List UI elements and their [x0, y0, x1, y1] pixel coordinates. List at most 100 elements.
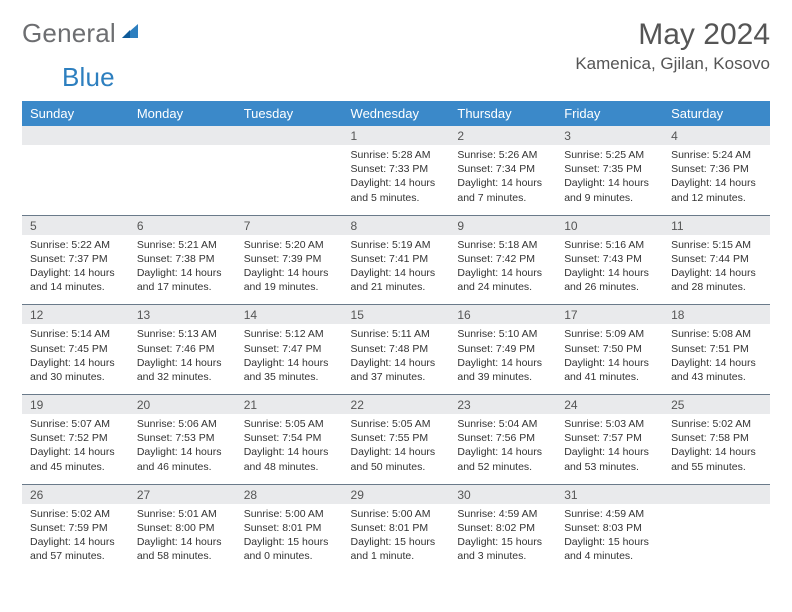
sunrise-line: Sunrise: 5:01 AM: [137, 507, 228, 521]
daylight-line: Daylight: 14 hours and 48 minutes.: [244, 445, 335, 473]
date-cell: 18: [663, 305, 770, 325]
detail-cell: Sunrise: 5:05 AMSunset: 7:54 PMDaylight:…: [236, 414, 343, 484]
sunrise-line: Sunrise: 5:02 AM: [30, 507, 121, 521]
date-row: 1234: [22, 126, 770, 145]
date-cell: 16: [449, 305, 556, 325]
sunset-line: Sunset: 7:41 PM: [351, 252, 442, 266]
detail-cell: Sunrise: 5:12 AMSunset: 7:47 PMDaylight:…: [236, 324, 343, 394]
daylight-line: Daylight: 15 hours and 3 minutes.: [457, 535, 548, 563]
sunrise-line: Sunrise: 5:16 AM: [564, 238, 655, 252]
detail-cell: [663, 504, 770, 574]
date-cell: [663, 484, 770, 504]
date-row: 567891011: [22, 215, 770, 235]
sunset-line: Sunset: 8:02 PM: [457, 521, 548, 535]
daylight-line: Daylight: 14 hours and 7 minutes.: [457, 176, 548, 204]
date-cell: 22: [343, 395, 450, 415]
daylight-line: Daylight: 14 hours and 32 minutes.: [137, 356, 228, 384]
sunset-line: Sunset: 7:59 PM: [30, 521, 121, 535]
date-cell: 28: [236, 484, 343, 504]
sunset-line: Sunset: 7:35 PM: [564, 162, 655, 176]
sunset-line: Sunset: 7:37 PM: [30, 252, 121, 266]
calendar-page: General May 2024 Kamenica, Gjilan, Kosov…: [0, 0, 792, 583]
sunset-line: Sunset: 7:48 PM: [351, 342, 442, 356]
detail-cell: Sunrise: 5:24 AMSunset: 7:36 PMDaylight:…: [663, 145, 770, 215]
sunrise-line: Sunrise: 5:21 AM: [137, 238, 228, 252]
date-cell: 3: [556, 126, 663, 145]
detail-cell: Sunrise: 5:26 AMSunset: 7:34 PMDaylight:…: [449, 145, 556, 215]
sunrise-line: Sunrise: 4:59 AM: [457, 507, 548, 521]
sunrise-line: Sunrise: 5:05 AM: [244, 417, 335, 431]
detail-cell: Sunrise: 5:21 AMSunset: 7:38 PMDaylight:…: [129, 235, 236, 305]
date-cell: 25: [663, 395, 770, 415]
dow-wed: Wednesday: [343, 101, 450, 126]
date-cell: 23: [449, 395, 556, 415]
sunset-line: Sunset: 7:46 PM: [137, 342, 228, 356]
sunrise-line: Sunrise: 5:02 AM: [671, 417, 762, 431]
date-cell: 12: [22, 305, 129, 325]
sunset-line: Sunset: 8:00 PM: [137, 521, 228, 535]
daylight-line: Daylight: 15 hours and 0 minutes.: [244, 535, 335, 563]
dow-sun: Sunday: [22, 101, 129, 126]
detail-cell: Sunrise: 5:08 AMSunset: 7:51 PMDaylight:…: [663, 324, 770, 394]
sunset-line: Sunset: 7:55 PM: [351, 431, 442, 445]
detail-cell: Sunrise: 5:03 AMSunset: 7:57 PMDaylight:…: [556, 414, 663, 484]
daylight-line: Daylight: 14 hours and 58 minutes.: [137, 535, 228, 563]
daylight-line: Daylight: 14 hours and 28 minutes.: [671, 266, 762, 294]
daylight-line: Daylight: 14 hours and 37 minutes.: [351, 356, 442, 384]
sunset-line: Sunset: 7:33 PM: [351, 162, 442, 176]
daylight-line: Daylight: 14 hours and 26 minutes.: [564, 266, 655, 294]
date-cell: 10: [556, 215, 663, 235]
daylight-line: Daylight: 14 hours and 57 minutes.: [30, 535, 121, 563]
sunrise-line: Sunrise: 4:59 AM: [564, 507, 655, 521]
sunrise-line: Sunrise: 5:25 AM: [564, 148, 655, 162]
date-cell: 2: [449, 126, 556, 145]
detail-cell: [22, 145, 129, 215]
sunset-line: Sunset: 7:57 PM: [564, 431, 655, 445]
sunset-line: Sunset: 7:56 PM: [457, 431, 548, 445]
sunset-line: Sunset: 8:01 PM: [351, 521, 442, 535]
date-cell: [236, 126, 343, 145]
sunrise-line: Sunrise: 5:07 AM: [30, 417, 121, 431]
detail-cell: [129, 145, 236, 215]
daylight-line: Daylight: 14 hours and 30 minutes.: [30, 356, 121, 384]
brand-word-1: General: [22, 18, 116, 49]
daylight-line: Daylight: 15 hours and 4 minutes.: [564, 535, 655, 563]
brand-sail-icon: [120, 20, 142, 47]
date-cell: [129, 126, 236, 145]
sunset-line: Sunset: 7:47 PM: [244, 342, 335, 356]
sunset-line: Sunset: 8:03 PM: [564, 521, 655, 535]
sunset-line: Sunset: 7:50 PM: [564, 342, 655, 356]
sunrise-line: Sunrise: 5:06 AM: [137, 417, 228, 431]
detail-cell: Sunrise: 5:00 AMSunset: 8:01 PMDaylight:…: [236, 504, 343, 574]
date-cell: 5: [22, 215, 129, 235]
detail-row: Sunrise: 5:14 AMSunset: 7:45 PMDaylight:…: [22, 324, 770, 394]
sunset-line: Sunset: 7:53 PM: [137, 431, 228, 445]
date-row: 12131415161718: [22, 305, 770, 325]
detail-cell: Sunrise: 4:59 AMSunset: 8:02 PMDaylight:…: [449, 504, 556, 574]
detail-cell: Sunrise: 5:16 AMSunset: 7:43 PMDaylight:…: [556, 235, 663, 305]
sunset-line: Sunset: 7:49 PM: [457, 342, 548, 356]
detail-row: Sunrise: 5:28 AMSunset: 7:33 PMDaylight:…: [22, 145, 770, 215]
date-cell: 20: [129, 395, 236, 415]
date-cell: 31: [556, 484, 663, 504]
detail-cell: Sunrise: 5:19 AMSunset: 7:41 PMDaylight:…: [343, 235, 450, 305]
sunset-line: Sunset: 7:58 PM: [671, 431, 762, 445]
sunset-line: Sunset: 7:54 PM: [244, 431, 335, 445]
sunrise-line: Sunrise: 5:10 AM: [457, 327, 548, 341]
sunset-line: Sunset: 7:39 PM: [244, 252, 335, 266]
date-cell: 15: [343, 305, 450, 325]
dow-mon: Monday: [129, 101, 236, 126]
dow-thu: Thursday: [449, 101, 556, 126]
date-cell: 19: [22, 395, 129, 415]
date-row: 262728293031: [22, 484, 770, 504]
sunrise-line: Sunrise: 5:24 AM: [671, 148, 762, 162]
detail-cell: Sunrise: 5:01 AMSunset: 8:00 PMDaylight:…: [129, 504, 236, 574]
sunrise-line: Sunrise: 5:09 AM: [564, 327, 655, 341]
sunrise-line: Sunrise: 5:04 AM: [457, 417, 548, 431]
sunrise-line: Sunrise: 5:13 AM: [137, 327, 228, 341]
location-subtitle: Kamenica, Gjilan, Kosovo: [575, 54, 770, 74]
sunrise-line: Sunrise: 5:26 AM: [457, 148, 548, 162]
title-block: May 2024 Kamenica, Gjilan, Kosovo: [575, 18, 770, 74]
daylight-line: Daylight: 14 hours and 45 minutes.: [30, 445, 121, 473]
sunset-line: Sunset: 7:51 PM: [671, 342, 762, 356]
